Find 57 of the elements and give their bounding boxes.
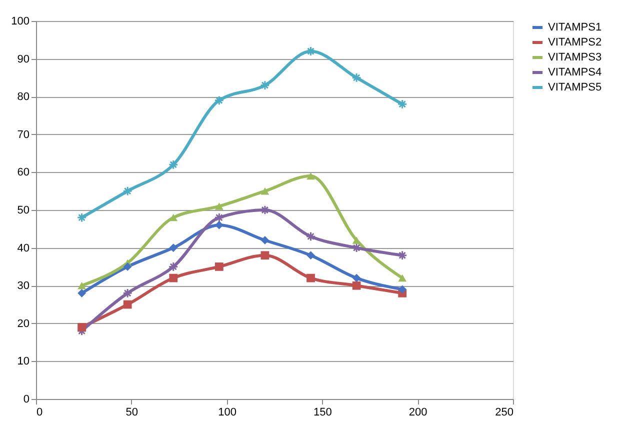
point [214,95,224,106]
point [169,274,178,282]
point [397,250,408,260]
x-tick-label: 100 [218,406,236,418]
point [122,288,133,298]
point [214,212,224,222]
y-tick-label: 0 [23,394,30,406]
point [169,214,178,222]
point [260,251,270,260]
y-tick-label: 40 [17,242,30,254]
point [306,251,315,260]
point [397,99,408,110]
point [214,202,224,210]
y-tick-label: 70 [17,128,30,141]
point [306,232,316,242]
point [169,244,178,252]
point [260,236,270,244]
y-tick-label: 50 [17,204,30,216]
legend-label: VITAMPS2 [548,36,602,48]
point [306,274,315,282]
point [214,262,224,271]
point [352,281,361,290]
legend-label: VITAMPS5 [548,82,602,94]
y-tick-label: 30 [17,280,30,292]
point [260,80,270,90]
y-tick-label: 100 [11,16,30,28]
point [260,205,270,215]
y-tick-label: 20 [17,318,30,330]
point [398,285,407,294]
point [260,187,270,195]
point [78,322,86,332]
y-tick-label: 80 [17,91,30,104]
point [352,72,362,83]
point [122,186,133,196]
y-tick-label: 60 [17,166,30,179]
point [168,262,178,272]
point [76,212,87,222]
x-tick-label: 0 [36,406,43,418]
legend-label: VITAMPS3 [548,52,602,64]
point [123,300,132,309]
point [352,274,361,282]
x-tick-label: 250 [495,406,514,418]
point [168,160,178,170]
legend-label: VITAMPS1 [548,22,602,34]
x-tick-label: 150 [314,406,332,418]
y-tick-label: 10 [17,356,30,368]
legend-label: VITAMPS4 [548,66,602,78]
point [306,46,316,56]
point [123,262,132,271]
point [352,242,362,253]
x-tick-label: 200 [408,406,428,418]
point [398,274,407,282]
y-tick-label: 90 [17,53,30,66]
point [78,288,86,298]
point [78,282,86,290]
x-tick-label: 50 [126,406,138,418]
point [306,172,315,180]
